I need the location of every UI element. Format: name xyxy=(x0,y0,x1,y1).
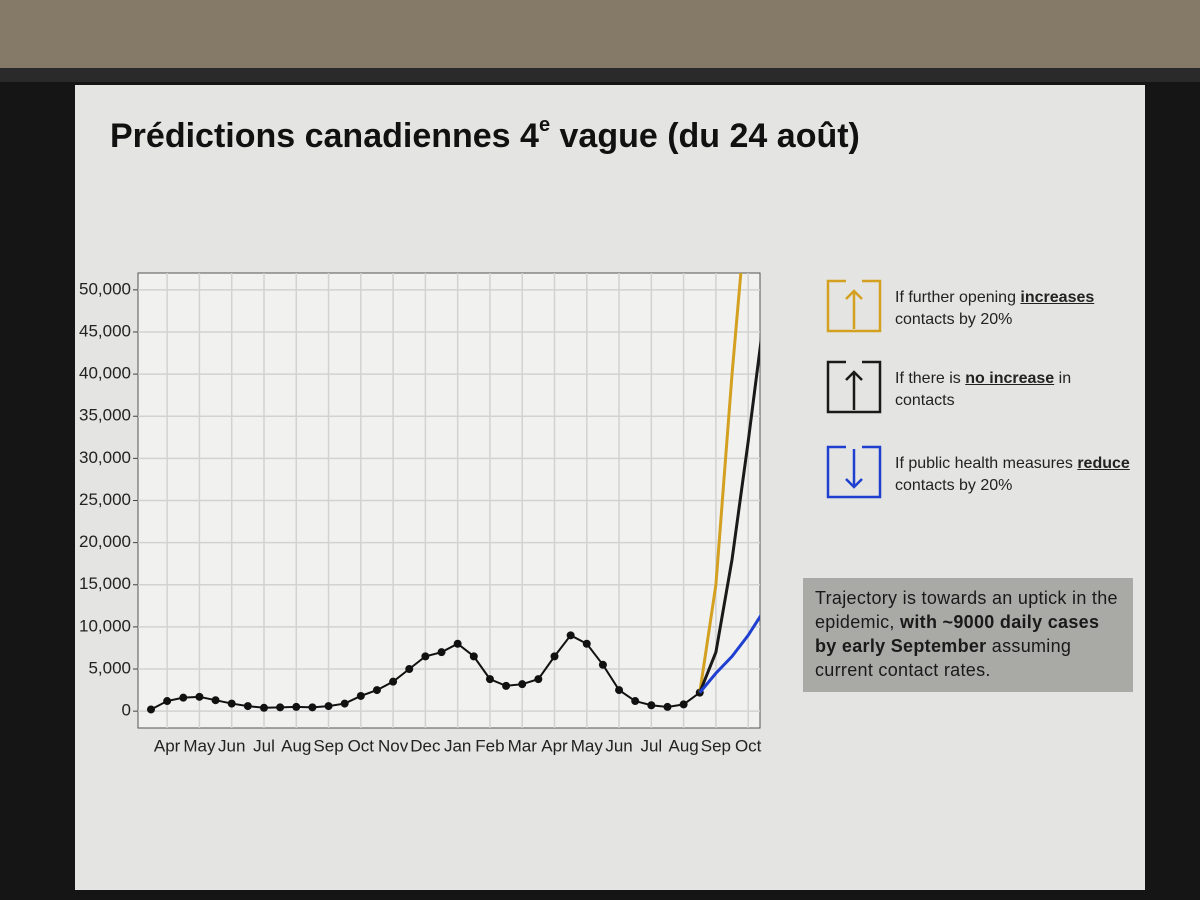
x-tick-label: Nov xyxy=(378,736,409,755)
legend-icon xyxy=(826,279,882,333)
x-tick-label: Oct xyxy=(348,736,375,755)
y-tick-label: 5,000 xyxy=(88,659,131,678)
data-point xyxy=(147,705,155,714)
data-point xyxy=(389,677,398,686)
series-line xyxy=(698,273,743,693)
data-point xyxy=(308,703,317,712)
y-tick-label: 35,000 xyxy=(79,406,131,425)
icon-gap xyxy=(846,360,862,365)
data-point xyxy=(292,702,301,711)
data-point xyxy=(566,631,575,640)
title-superscript: e xyxy=(539,114,550,136)
y-tick-label: 30,000 xyxy=(79,448,131,467)
x-tick-label: Feb xyxy=(475,736,504,755)
icon-gap xyxy=(846,445,862,450)
data-point xyxy=(372,686,381,695)
y-tick-label: 50,000 xyxy=(79,279,131,298)
data-point xyxy=(615,686,624,695)
legend-entry: If there is no increase in contacts xyxy=(895,370,1072,409)
data-point xyxy=(663,702,672,711)
icon-gap xyxy=(846,279,862,284)
x-tick-label: Jul xyxy=(253,736,275,755)
slide-title: Prédictions canadiennes 4e vague (du 24 … xyxy=(110,114,860,155)
series-line xyxy=(698,614,760,694)
data-point xyxy=(598,660,607,669)
data-point xyxy=(405,665,414,674)
x-tick-label: Jul xyxy=(640,736,662,755)
data-point xyxy=(469,652,478,661)
grid: 0 5,000 10,000 15,000 20,000 25,000 30,000 35,0… xyxy=(79,273,762,755)
annotation: Trajectory is towards an uptick in the e… xyxy=(803,578,1133,692)
monitor-bezel xyxy=(0,68,1200,82)
x-tick-label: May xyxy=(571,736,604,755)
x-tick-label: Aug xyxy=(281,736,311,755)
data-point xyxy=(534,675,543,684)
data-point xyxy=(179,693,188,702)
x-tick-label: Jan xyxy=(444,736,471,755)
legend-entry: If public health measures reduce contact… xyxy=(895,455,1130,494)
data-point xyxy=(163,697,172,706)
y-tick-label: 40,000 xyxy=(79,364,131,383)
y-tick-label: 25,000 xyxy=(79,490,131,509)
wall xyxy=(0,0,1200,68)
data-point xyxy=(679,700,688,709)
icon-arrowhead xyxy=(845,289,863,300)
data-point xyxy=(211,696,220,705)
data-point xyxy=(340,699,349,708)
x-tick-label: Jun xyxy=(218,736,245,755)
data-point xyxy=(243,702,252,711)
x-tick-label: Apr xyxy=(154,736,181,755)
data-point xyxy=(550,652,559,661)
data-point xyxy=(453,639,462,648)
y-tick-label: 15,000 xyxy=(79,574,131,593)
x-tick-label: Sep xyxy=(313,736,343,755)
series-line xyxy=(698,337,760,694)
x-tick-label: May xyxy=(183,736,216,755)
legend-icon xyxy=(826,445,882,499)
legend-icon xyxy=(826,360,882,414)
legend-entry: If further opening increases contacts by… xyxy=(895,289,1095,328)
title-part: Prédictions canadiennes 4 xyxy=(110,117,539,155)
title-part: vague (du 24 août) xyxy=(550,117,860,155)
y-tick-label: 0 xyxy=(122,701,131,720)
data-point xyxy=(518,680,527,689)
data-point xyxy=(647,701,656,710)
data-point xyxy=(356,691,365,700)
x-tick-label: Dec xyxy=(410,736,441,755)
marks xyxy=(147,273,760,714)
y-tick-label: 10,000 xyxy=(79,616,131,635)
data-point xyxy=(421,652,430,661)
data-point xyxy=(324,702,333,711)
x-tick-label: Oct xyxy=(735,736,762,755)
data-point xyxy=(195,692,204,701)
data-point xyxy=(227,699,236,708)
icon-arrowhead xyxy=(845,478,863,489)
data-point xyxy=(582,639,591,648)
data-point xyxy=(437,648,446,657)
x-tick-label: Aug xyxy=(668,736,698,755)
data-point xyxy=(485,675,494,684)
x-tick-label: Sep xyxy=(701,736,731,755)
data-point xyxy=(502,681,511,690)
x-tick-label: Apr xyxy=(541,736,568,755)
icon-arrowhead xyxy=(845,370,863,381)
y-tick-label: 45,000 xyxy=(79,321,131,340)
data-point xyxy=(259,703,268,712)
data-point xyxy=(276,703,285,712)
data-point xyxy=(631,697,640,706)
x-tick-label: Mar xyxy=(508,736,538,755)
y-tick-label: 20,000 xyxy=(79,532,131,551)
x-tick-label: Jun xyxy=(605,736,632,755)
